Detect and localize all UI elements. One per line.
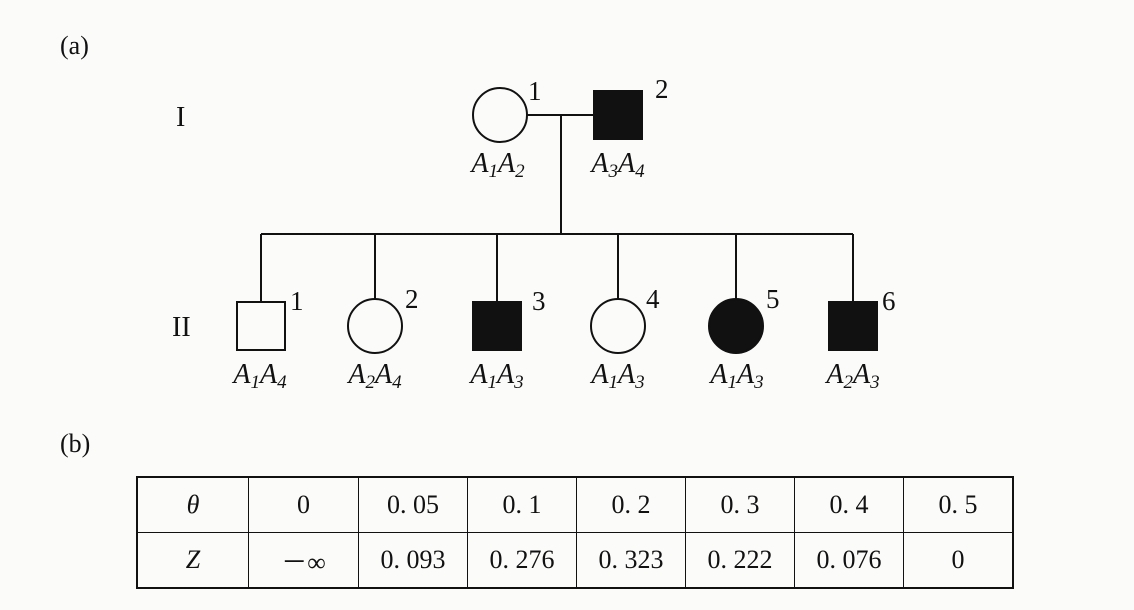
z-header: Z (136, 532, 249, 589)
theta-value: 0. 5 (903, 476, 1014, 533)
individual-number-II-1: 1 (290, 286, 304, 316)
z-value: －∞ (248, 532, 359, 589)
z-value: 0. 323 (576, 532, 686, 589)
genotype-label-I-2: A3A4 (589, 148, 645, 182)
lod-score-table: θ 0 0. 05 0. 1 0. 2 0. 3 0. 4 0. 5 Z －∞ … (136, 476, 1014, 589)
individual-II-6 (828, 301, 878, 351)
z-value: 0. 076 (794, 532, 904, 589)
z-value: 0. 093 (358, 532, 468, 589)
individual-II-4 (590, 298, 646, 354)
individual-II-1 (236, 301, 286, 351)
part-b-label: (b) (60, 429, 90, 458)
theta-value: 0. 05 (358, 476, 468, 533)
pedigree-diagram: (a) (b) I II 1 2 1 2 3 4 5 6 A1A (60, 31, 896, 458)
genotype-label-II-5: A1A3 (708, 359, 763, 393)
individual-number-I-2: 2 (655, 74, 669, 104)
individual-II-5 (708, 298, 764, 354)
z-value: 0. 222 (685, 532, 795, 589)
z-value: 0 (903, 532, 1014, 589)
generation-label-I: I (176, 102, 185, 133)
theta-value: 0. 3 (685, 476, 795, 533)
generation-label-II: II (172, 312, 191, 343)
individual-II-3 (472, 301, 522, 351)
z-row: Z －∞ 0. 093 0. 276 0. 323 0. 222 0. 076 … (136, 532, 1014, 589)
theta-value: 0. 4 (794, 476, 904, 533)
genotype-label-I-1: A1A2 (469, 148, 525, 182)
individual-I-1 (472, 87, 528, 143)
individual-number-II-6: 6 (882, 286, 896, 316)
individual-number-II-2: 2 (405, 284, 419, 314)
genotype-label-II-3: A1A3 (468, 359, 523, 393)
theta-value: 0. 2 (576, 476, 686, 533)
theta-header: θ (136, 476, 249, 533)
individual-number-II-3: 3 (532, 286, 546, 316)
part-a-label: (a) (60, 31, 89, 60)
individual-number-I-1: 1 (528, 76, 542, 106)
individual-number-II-4: 4 (646, 284, 660, 314)
theta-value: 0 (248, 476, 359, 533)
genotype-label-II-4: A1A3 (589, 359, 644, 393)
genotype-label-II-1: A1A4 (231, 359, 287, 393)
genotype-label-II-2: A2A4 (346, 359, 402, 393)
genotype-label-II-6: A2A3 (824, 359, 879, 393)
individual-I-2 (593, 90, 643, 140)
individual-number-II-5: 5 (766, 284, 780, 314)
theta-row: θ 0 0. 05 0. 1 0. 2 0. 3 0. 4 0. 5 (136, 476, 1014, 533)
individual-II-2 (347, 298, 403, 354)
z-value: 0. 276 (467, 532, 577, 589)
theta-value: 0. 1 (467, 476, 577, 533)
